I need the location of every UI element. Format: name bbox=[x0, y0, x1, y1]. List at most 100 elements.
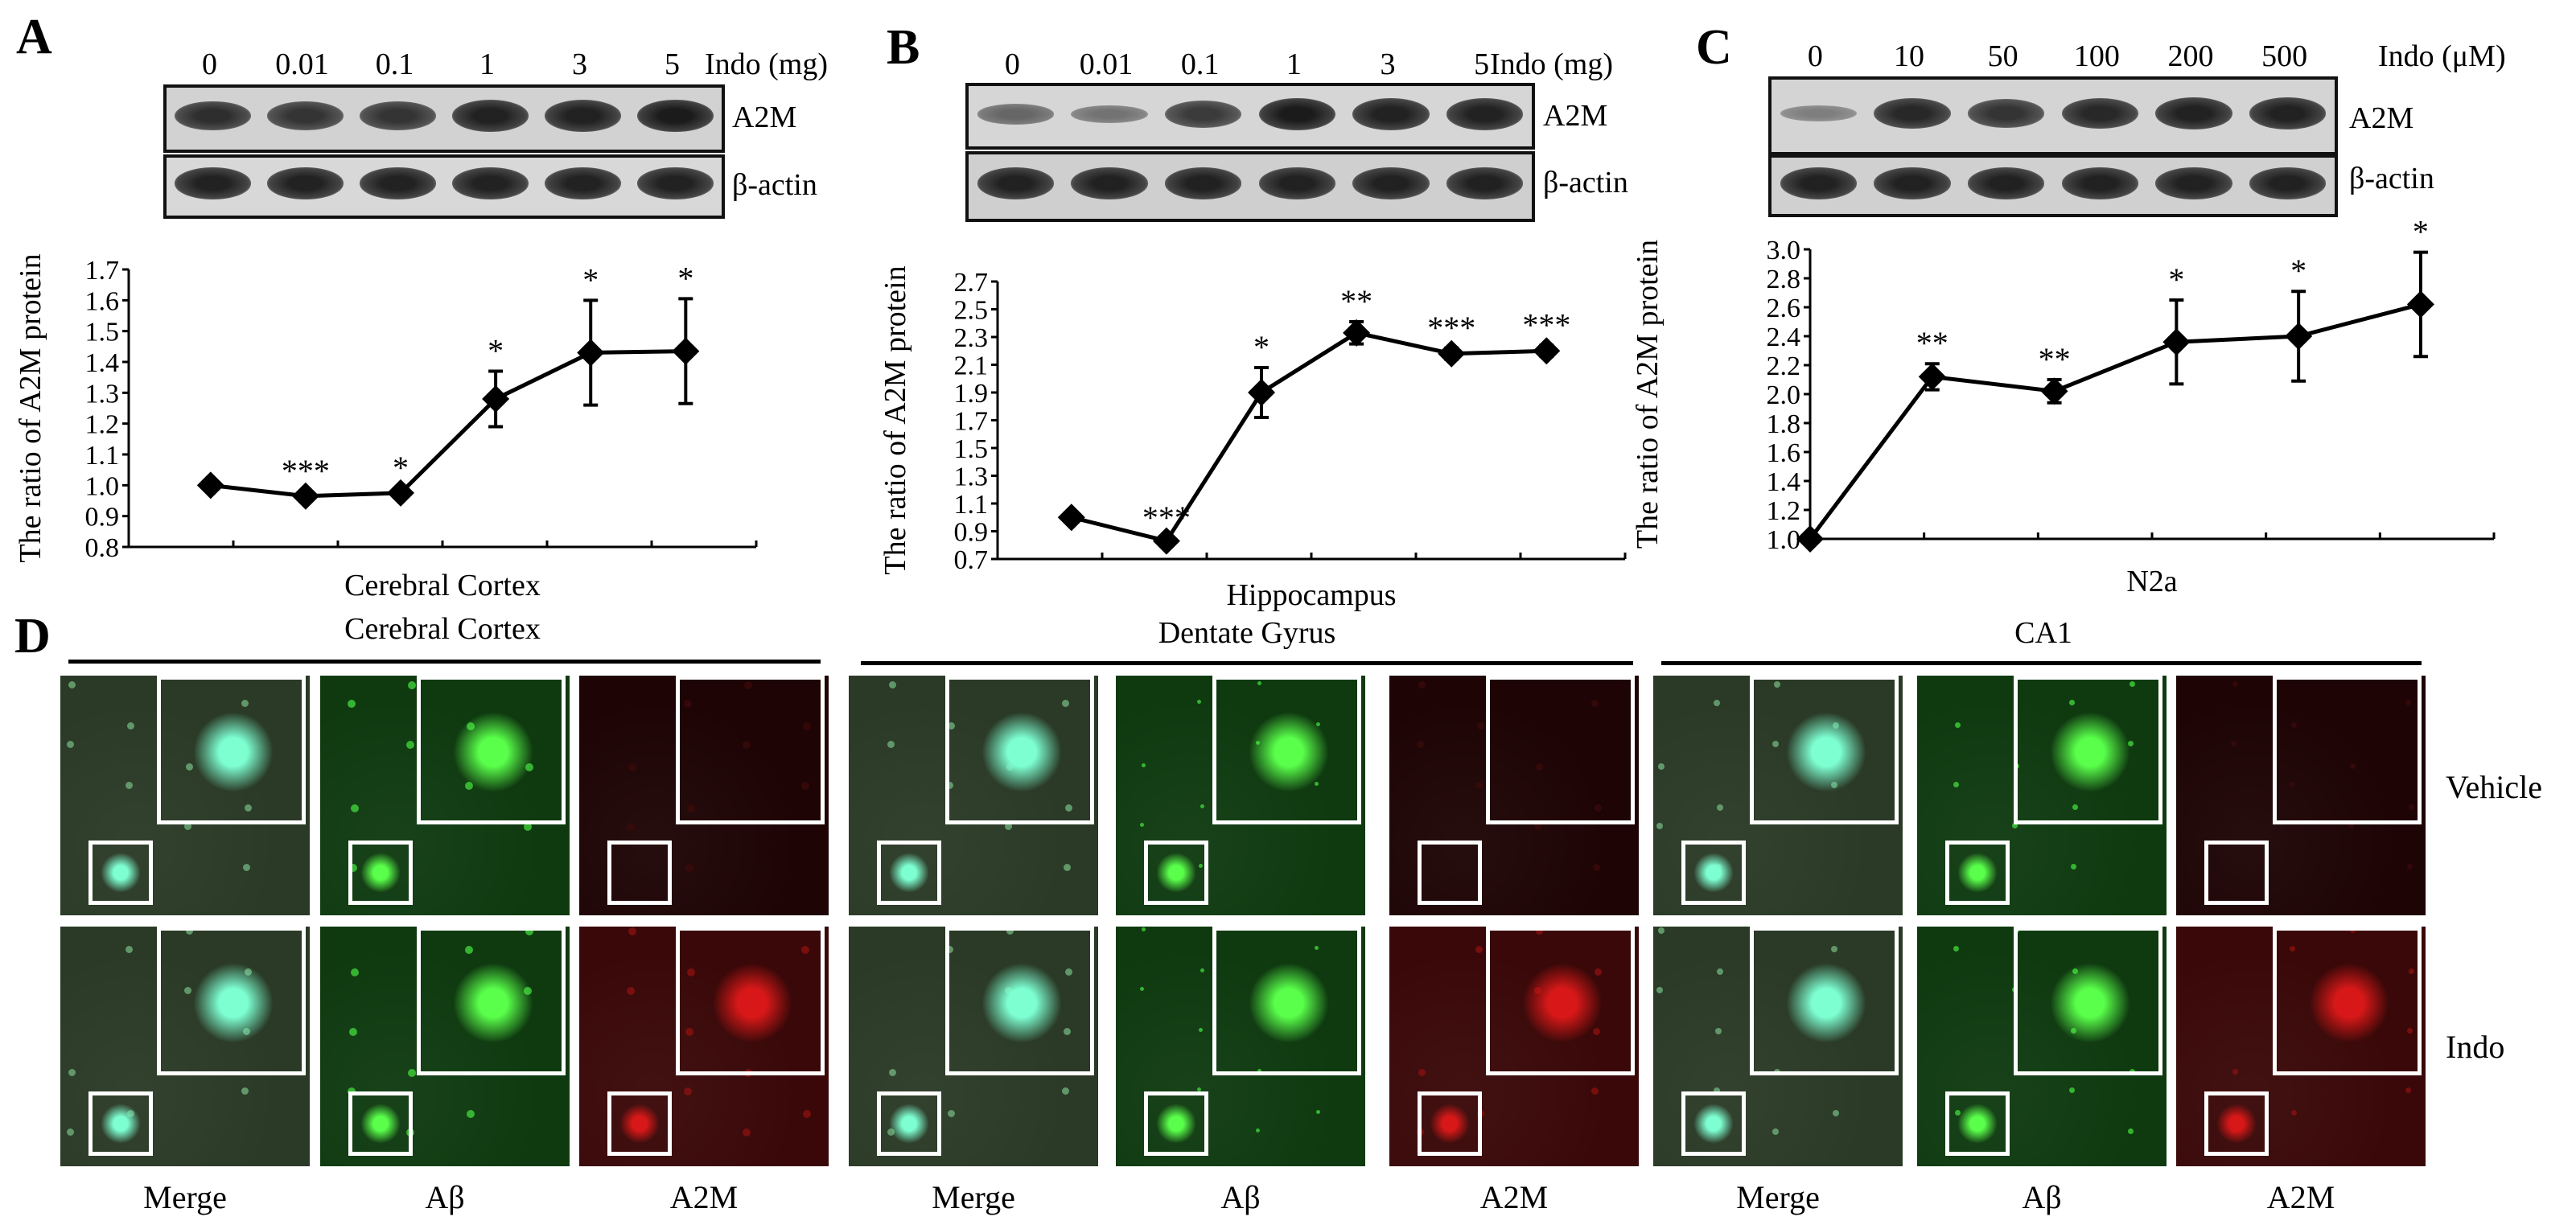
fluorescence-dot bbox=[948, 722, 955, 730]
micrograph-ca1-merge-indo bbox=[1653, 927, 1903, 1166]
plaque bbox=[101, 853, 141, 893]
fluorescence-dot bbox=[1717, 804, 1723, 811]
fluorescence-dot bbox=[1772, 741, 1779, 747]
zoom-inset bbox=[157, 676, 306, 824]
fluorescence-dot bbox=[1715, 1028, 1722, 1034]
blot-band bbox=[1446, 167, 1524, 199]
plaque bbox=[1430, 853, 1470, 893]
fluorescence-dot bbox=[525, 927, 533, 935]
panel-c-lane-unit: Indo (μM) bbox=[2378, 39, 2506, 73]
fluorescence-dot bbox=[1062, 1087, 1069, 1095]
lane-label: 3 bbox=[1380, 47, 1396, 81]
data-point bbox=[291, 482, 319, 510]
fluorescence-dot bbox=[241, 1087, 249, 1095]
y-axis-label: The ratio of A2M protein bbox=[1631, 240, 1665, 549]
fluorescence-dot bbox=[1953, 946, 1959, 952]
plaque-zoomed bbox=[2050, 712, 2130, 792]
micrograph-cortex-abeta-vehicle bbox=[320, 676, 570, 915]
plaque-zoomed bbox=[1786, 963, 1866, 1043]
fluorescence-dot bbox=[628, 763, 636, 771]
fluorescence-dot bbox=[351, 804, 359, 812]
y-tick-label: 1.1 bbox=[85, 441, 120, 471]
channel-caption-merge: Merge bbox=[932, 1179, 1015, 1215]
micrograph-cortex-abeta-indo bbox=[320, 927, 570, 1166]
zoom-inset bbox=[945, 676, 1094, 824]
fluorescence-dot bbox=[1140, 823, 1144, 827]
significance-mark: * bbox=[2290, 253, 2306, 289]
channel-caption-merge: Merge bbox=[143, 1179, 227, 1215]
plaque-box bbox=[607, 841, 672, 905]
fluorescence-dot bbox=[1656, 987, 1663, 993]
y-tick-label: 1.8 bbox=[1767, 409, 1801, 439]
y-tick-label: 2.8 bbox=[1767, 265, 1801, 294]
fluorescence-dot bbox=[1595, 804, 1602, 812]
plaque-zoomed bbox=[453, 712, 533, 792]
y-axis-label: The ratio of A2M protein bbox=[14, 253, 47, 562]
plaque-box bbox=[1418, 1091, 1482, 1156]
panel-a-label: A bbox=[16, 10, 52, 64]
y-axis-label: The ratio of A2M protein bbox=[879, 265, 912, 574]
significance-mark: *** bbox=[1522, 306, 1570, 343]
plaque-zoomed bbox=[193, 963, 274, 1043]
fluorescence-dot bbox=[351, 968, 359, 976]
panel-c-actin-label: β-actin bbox=[2349, 162, 2434, 195]
zoom-inset bbox=[945, 927, 1094, 1075]
y-tick-label: 1.5 bbox=[954, 434, 989, 464]
y-tick-label: 2.3 bbox=[954, 323, 989, 353]
fluorescence-dot bbox=[2407, 864, 2413, 869]
data-point bbox=[2162, 328, 2191, 356]
y-tick-label: 1.2 bbox=[1767, 496, 1801, 526]
lane-label: 3 bbox=[572, 47, 587, 81]
plaque-box bbox=[2204, 1091, 2269, 1156]
fluorescence-dot bbox=[1197, 700, 1201, 704]
lane-label: 0 bbox=[202, 47, 217, 81]
series-line bbox=[1071, 331, 1547, 544]
fluorescence-dot bbox=[349, 1028, 357, 1036]
y-tick-label: 1.1 bbox=[954, 490, 989, 520]
blot-band bbox=[2155, 97, 2232, 129]
plaque-zoomed bbox=[453, 963, 533, 1043]
fluorescence-dot bbox=[465, 782, 473, 790]
significance-mark: *** bbox=[282, 453, 330, 489]
zoom-inset bbox=[2273, 927, 2422, 1075]
y-tick-label: 1.7 bbox=[954, 407, 989, 437]
blot-band bbox=[452, 100, 529, 132]
blot-band bbox=[1164, 100, 1242, 129]
region-line-ca1 bbox=[1661, 661, 2422, 665]
plaque-zoomed bbox=[1249, 712, 1329, 792]
fluorescence-dot bbox=[1200, 804, 1204, 808]
lane-label: 50 bbox=[1987, 39, 2018, 73]
fluorescence-dot bbox=[2291, 1110, 2297, 1116]
lane-label: 0 bbox=[1004, 47, 1020, 81]
fluorescence-dot bbox=[1955, 722, 1961, 728]
plaque-zoomed bbox=[1522, 963, 1603, 1043]
micrograph-dentate-gyrus-abeta-vehicle bbox=[1116, 676, 1365, 915]
fluorescence-dot bbox=[126, 946, 133, 953]
y-tick-label: 0.9 bbox=[85, 503, 120, 532]
fluorescence-dot bbox=[1774, 681, 1780, 688]
plaque-box bbox=[348, 1091, 413, 1156]
plaque-box bbox=[1418, 841, 1482, 905]
fluorescence-dot bbox=[2405, 1087, 2411, 1093]
plaque-zoomed bbox=[193, 712, 274, 792]
fluorescence-dot bbox=[1595, 968, 1602, 976]
fluorescence-dot bbox=[1536, 763, 1543, 771]
blot-band bbox=[1780, 167, 1858, 199]
fluorescence-dot bbox=[1591, 1087, 1599, 1095]
fluorescence-dot bbox=[1714, 1087, 1720, 1094]
fluorescence-dot bbox=[627, 987, 635, 995]
blot-band bbox=[1071, 167, 1148, 199]
fluorescence-dot bbox=[2232, 681, 2238, 687]
fluorescence-dot bbox=[406, 741, 414, 749]
region-title-dentate-gyrus: Dentate Gyrus bbox=[1158, 616, 1336, 650]
blot-band bbox=[360, 167, 436, 199]
zoom-inset bbox=[1750, 676, 1899, 824]
panel-c-actin-blot bbox=[1768, 154, 2338, 217]
fluorescence-dot bbox=[1717, 968, 1723, 975]
y-tick-label: 1.5 bbox=[85, 318, 120, 347]
fluorescence-dot bbox=[1593, 1028, 1600, 1035]
fluorescence-dot bbox=[2012, 823, 2018, 828]
blot-band bbox=[977, 167, 1055, 199]
fluorescence-dot bbox=[1714, 700, 1720, 706]
blot-band bbox=[1352, 167, 1430, 199]
